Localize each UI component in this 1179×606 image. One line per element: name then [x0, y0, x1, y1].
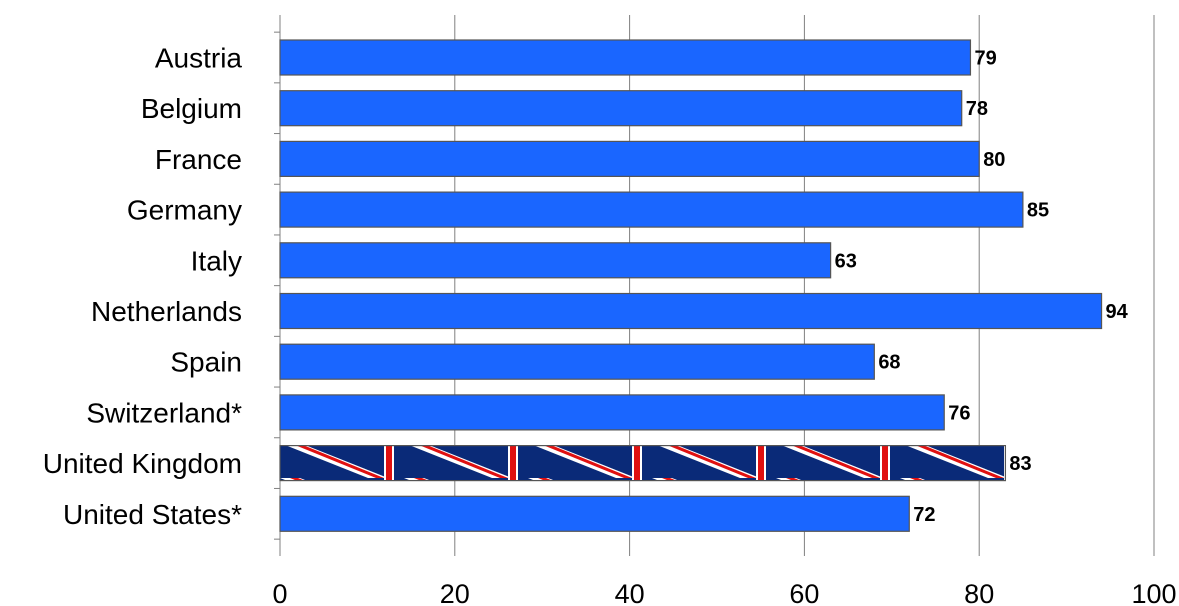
data-labels: 79 78 80 85 63 94 68 76 83 72 — [835, 48, 1129, 526]
category-label: United Kingdom — [43, 448, 242, 479]
data-label: 83 — [1009, 453, 1031, 475]
x-tick-label: 40 — [615, 579, 645, 606]
category-label: Switzerland* — [86, 397, 242, 428]
category-label: Netherlands — [91, 296, 242, 327]
bar-france — [279, 140, 980, 177]
category-label: United States* — [63, 499, 242, 530]
category-labels: Austria Belgium France Germany Italy Netherla… — [43, 43, 243, 530]
data-label: 94 — [1106, 301, 1129, 323]
data-label: 72 — [913, 504, 935, 526]
data-label: 78 — [966, 98, 988, 120]
data-label: 63 — [835, 250, 857, 272]
data-label: 80 — [983, 149, 1005, 171]
x-tick-label: 80 — [964, 579, 994, 606]
bar-italy — [279, 242, 832, 279]
x-tick-label: 100 — [1131, 579, 1176, 606]
category-label: Germany — [127, 195, 242, 226]
data-label: 76 — [948, 402, 970, 424]
bar-united-kingdom — [279, 445, 1007, 482]
x-tick-label: 60 — [789, 579, 819, 606]
bars — [279, 39, 1103, 532]
category-label: Spain — [170, 347, 242, 378]
category-label: Austria — [155, 43, 243, 74]
bar-germany — [279, 191, 1024, 228]
bar-belgium — [279, 90, 963, 127]
bar-netherlands — [279, 292, 1103, 330]
bar-austria — [279, 39, 972, 76]
data-label: 68 — [878, 352, 900, 374]
x-tick-label: 0 — [272, 579, 287, 606]
data-label: 79 — [974, 48, 996, 70]
x-tick-label: 20 — [440, 579, 470, 606]
data-label: 85 — [1027, 200, 1049, 222]
bar-spain — [279, 343, 875, 380]
category-label: France — [155, 144, 242, 175]
category-label: Belgium — [141, 93, 242, 124]
category-label: Italy — [191, 245, 242, 276]
bar-switzerland — [279, 394, 945, 431]
bar-united-states — [279, 495, 910, 532]
x-tick-labels: 0 20 40 60 80 100 — [272, 579, 1176, 606]
